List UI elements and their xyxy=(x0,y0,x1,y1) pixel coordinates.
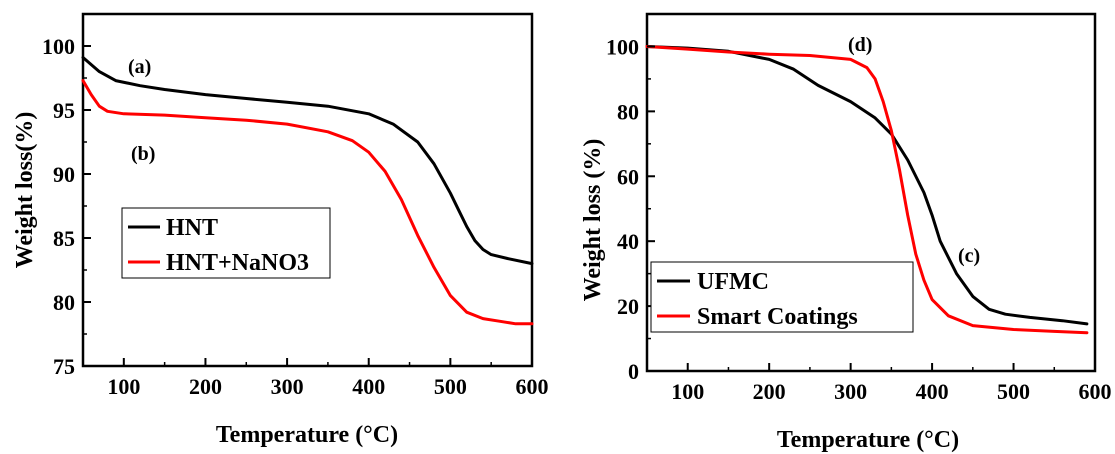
left-y-tick-label: 100 xyxy=(42,34,75,59)
left-axis-ticks: 100 200 300 400 500 600 75 80 85 90 95 100 xyxy=(42,34,549,399)
left-y-tick-label: 90 xyxy=(53,162,75,187)
right-y-axis-title: Weight loss (%) xyxy=(580,139,606,302)
left-chart-panel: 100 200 300 400 500 600 75 80 85 90 95 100 Temperat… xyxy=(12,12,549,448)
annotation-a: (a) xyxy=(128,56,151,78)
right-x-tick-label: 300 xyxy=(834,379,867,404)
annotation-b: (b) xyxy=(131,143,155,165)
left-y-tick-label: 80 xyxy=(53,290,75,315)
annotation-d: (d) xyxy=(848,34,872,56)
legend-label-ufmc: UFMC xyxy=(697,269,769,295)
right-x-tick-label: 400 xyxy=(916,379,949,404)
left-x-tick-label: 400 xyxy=(352,374,385,399)
right-x-tick-label: 200 xyxy=(753,379,786,404)
left-series-group xyxy=(81,56,534,326)
right-y-tick-label: 0 xyxy=(628,359,639,384)
left-legend: HNT HNT+NaNO3 xyxy=(121,207,331,279)
left-y-tick-label: 75 xyxy=(53,354,75,379)
left-plot-frame xyxy=(81,12,534,368)
legend-label-hnt-nano3: HNT+NaNO3 xyxy=(166,250,309,276)
right-y-tick-label: 40 xyxy=(617,229,639,254)
legend-label-smart-coatings: Smart Coatings xyxy=(697,304,858,330)
left-y-tick-label: 95 xyxy=(53,98,75,123)
right-series-group xyxy=(645,45,1089,335)
right-chart-panel: 100 200 300 400 500 600 0 20 40 60 80 100 Temperatu… xyxy=(580,12,1112,453)
legend-label-hnt: HNT xyxy=(166,215,218,241)
left-x-tick-label: 200 xyxy=(189,374,222,399)
right-x-tick-label: 500 xyxy=(997,379,1030,404)
right-series-line-black xyxy=(645,45,1089,326)
right-legend-box xyxy=(650,261,914,333)
right-series-line-red xyxy=(645,45,1089,335)
right-y-tick-label: 20 xyxy=(617,294,639,319)
right-y-tick-label: 80 xyxy=(617,99,639,124)
left-x-tick-label: 500 xyxy=(434,374,467,399)
right-y-tick-label: 60 xyxy=(617,164,639,189)
right-y-tick-label: 100 xyxy=(606,34,639,59)
left-x-tick-label: 100 xyxy=(107,374,140,399)
right-x-tick-label: 100 xyxy=(671,379,704,404)
left-x-axis-title: Temperature (°C) xyxy=(216,422,398,448)
left-series-line-black xyxy=(81,56,534,266)
right-plot-frame xyxy=(645,12,1097,373)
right-x-tick-label: 600 xyxy=(1079,379,1112,404)
left-x-tick-label: 600 xyxy=(516,374,549,399)
left-legend-box xyxy=(121,207,331,279)
left-y-tick-label: 85 xyxy=(53,226,75,251)
left-y-axis-title: Weight loss(%) xyxy=(12,112,38,269)
left-x-tick-label: 300 xyxy=(271,374,304,399)
right-legend: UFMC Smart Coatings xyxy=(650,261,914,333)
right-x-axis-title: Temperature (°C) xyxy=(777,427,959,453)
right-axis-ticks: 100 200 300 400 500 600 0 20 40 60 80 100 xyxy=(606,34,1112,404)
annotation-c: (c) xyxy=(958,245,980,267)
left-series-line-red xyxy=(81,79,534,326)
